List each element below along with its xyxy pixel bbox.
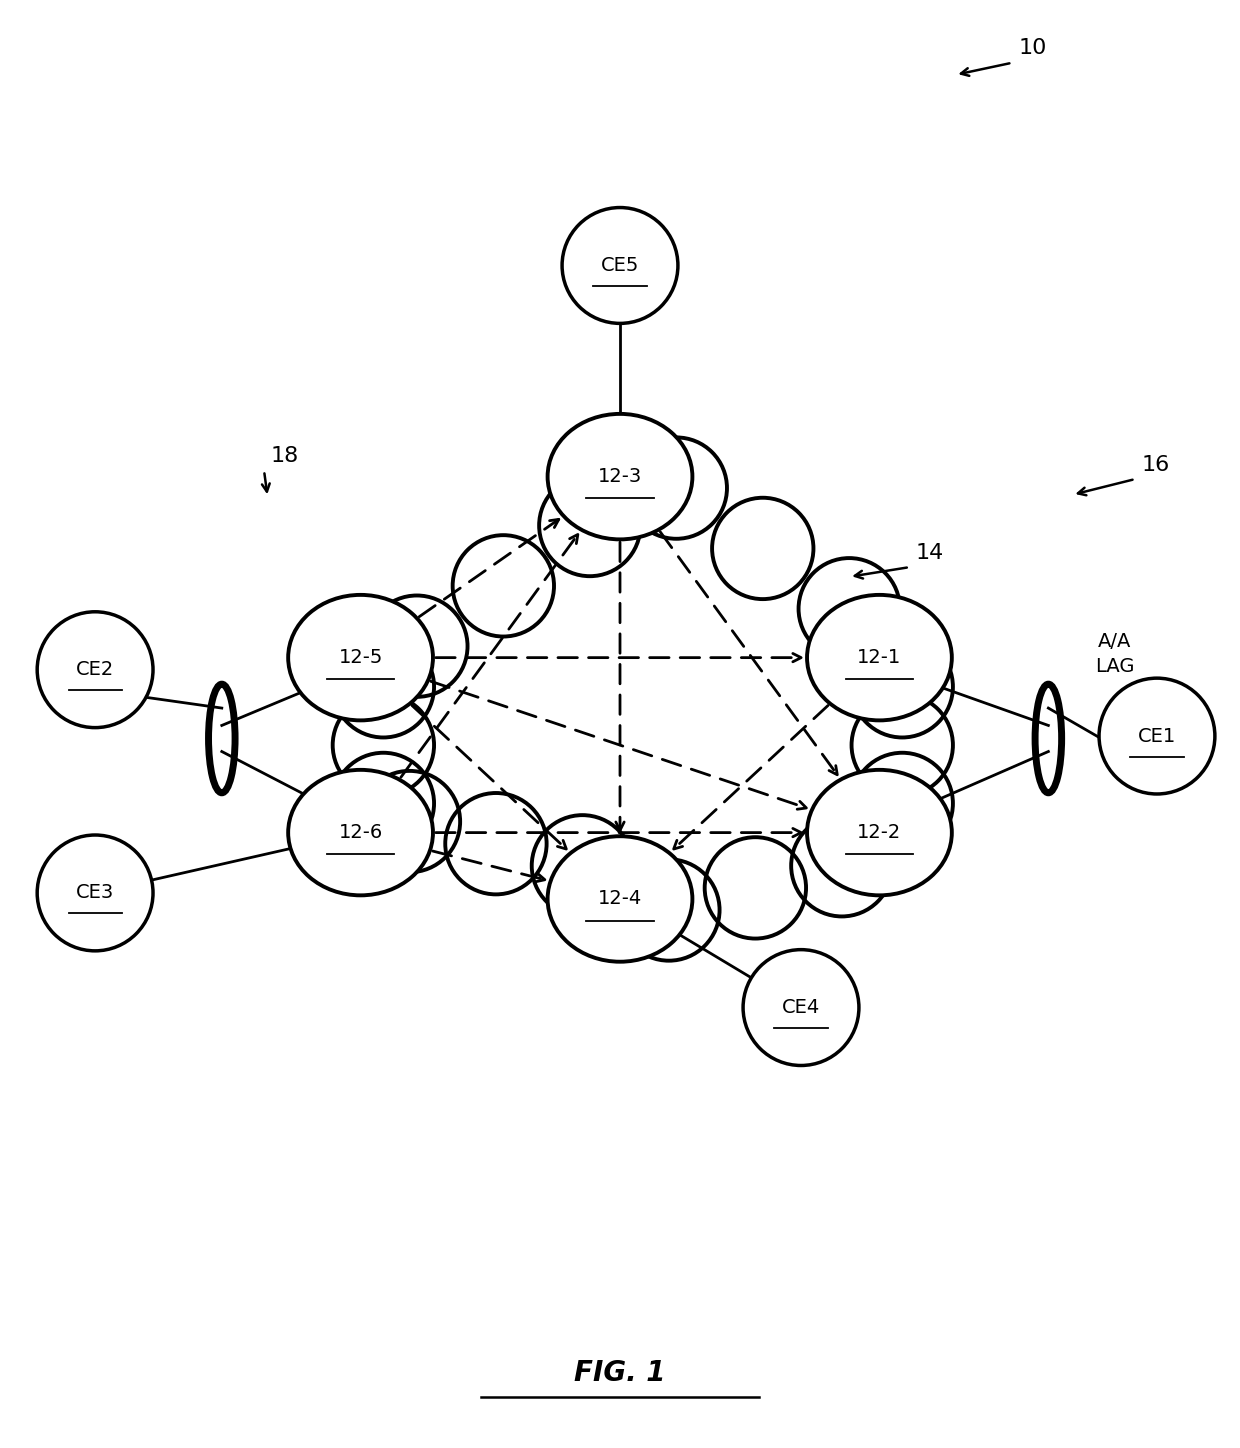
Text: CE2: CE2: [76, 660, 114, 679]
Circle shape: [562, 207, 678, 323]
Text: 16: 16: [1141, 455, 1169, 475]
Text: CE4: CE4: [782, 998, 820, 1016]
Text: CE5: CE5: [601, 256, 639, 275]
Ellipse shape: [548, 837, 692, 961]
Text: 12-4: 12-4: [598, 889, 642, 908]
Text: CE1: CE1: [1138, 727, 1176, 746]
Circle shape: [743, 950, 859, 1066]
Ellipse shape: [807, 770, 952, 895]
Ellipse shape: [288, 595, 433, 721]
Ellipse shape: [548, 414, 692, 540]
Text: 12-1: 12-1: [857, 649, 901, 668]
Ellipse shape: [807, 595, 952, 721]
Text: A/A
LAG: A/A LAG: [105, 631, 145, 676]
Text: FIG. 1: FIG. 1: [574, 1360, 666, 1387]
Text: CE3: CE3: [76, 883, 114, 902]
Text: 12-2: 12-2: [857, 822, 901, 843]
Text: 14: 14: [915, 543, 944, 563]
Text: A/A
LAG: A/A LAG: [1095, 631, 1135, 676]
Circle shape: [1099, 678, 1215, 794]
Text: 10: 10: [1018, 38, 1047, 58]
Ellipse shape: [288, 770, 433, 895]
Circle shape: [37, 835, 153, 951]
Circle shape: [37, 613, 153, 727]
Text: 12-6: 12-6: [339, 822, 383, 843]
Text: 12-5: 12-5: [339, 649, 383, 668]
Text: 12-3: 12-3: [598, 468, 642, 487]
Text: 18: 18: [270, 446, 299, 466]
